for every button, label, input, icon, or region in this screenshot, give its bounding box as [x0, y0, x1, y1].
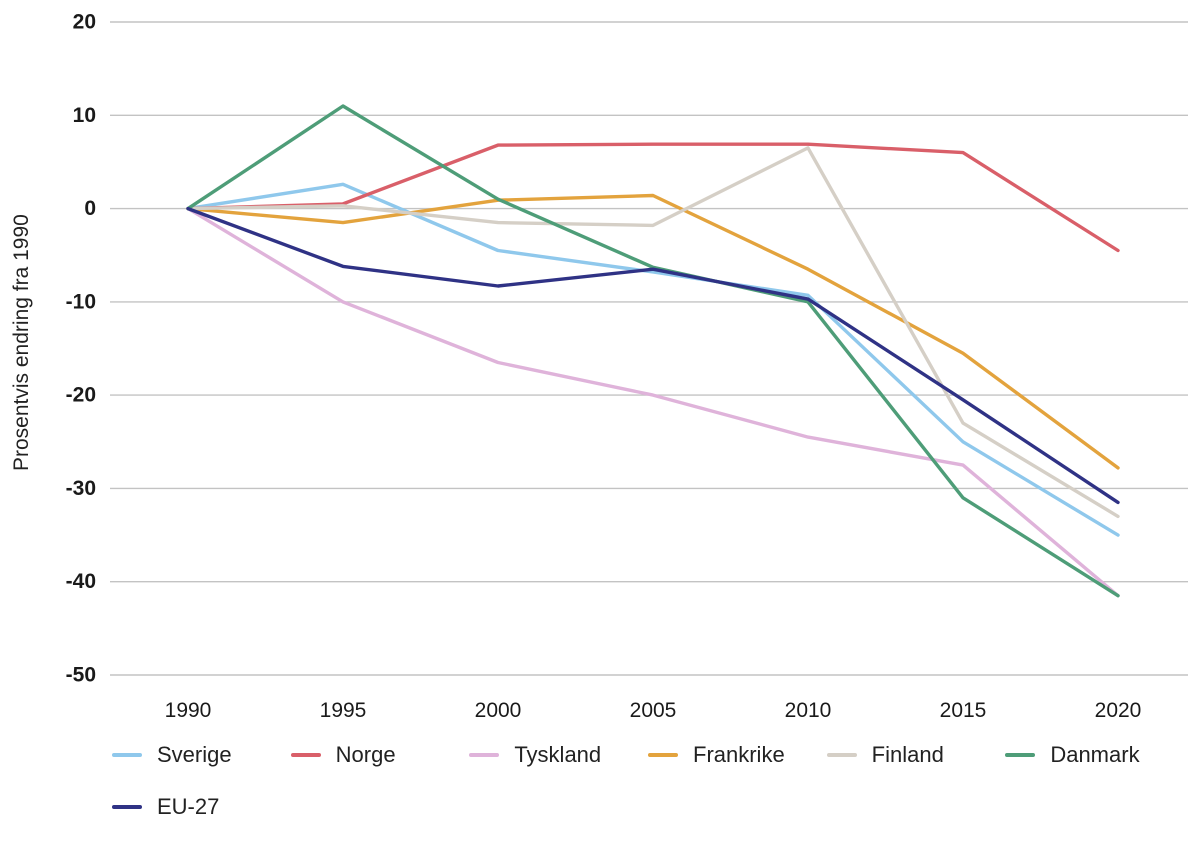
legend-item-frankrike: Frankrike — [648, 742, 827, 768]
legend-label: Danmark — [1050, 742, 1140, 767]
y-tick-label: -30 — [66, 477, 96, 500]
y-tick-label: 0 — [84, 197, 96, 220]
legend-item-sverige: Sverige — [112, 742, 291, 768]
y-tick-label: -40 — [66, 570, 96, 593]
legend-swatch — [112, 753, 142, 757]
line-series-tyskland — [186, 206, 1120, 598]
legend-item-danmark: Danmark — [1005, 742, 1184, 768]
line-series-finland — [186, 146, 1120, 519]
line-series-sverige — [186, 182, 1120, 537]
chart: Prosentvis endring fra 1990 20 10 0 -10 -20-… — [10, 11, 1188, 722]
line-series-norge — [186, 142, 1120, 253]
x-tick-label: 1990 — [165, 699, 212, 722]
x-tick-label: 2020 — [1095, 699, 1142, 722]
legend-swatch — [826, 753, 857, 757]
legend-label: Sverige — [157, 742, 232, 767]
x-tick-label: 2010 — [785, 699, 832, 722]
line-series-danmark — [186, 104, 1120, 598]
legend-swatch — [1005, 753, 1036, 757]
legend-label: Norge — [335, 742, 396, 767]
x-tick-label: 2000 — [475, 699, 522, 722]
y-axis-title: Prosentvis endring fra 1990 — [10, 214, 33, 472]
legend-label: EU-27 — [157, 794, 220, 819]
legend: Sverige Norge Tyskland Frankrike Finland Danm… — [112, 742, 1184, 820]
line-series-eu-27 — [186, 206, 1120, 505]
legend-item-norge: Norge — [290, 742, 470, 768]
y-tick-label: -10 — [66, 290, 96, 313]
x-tick-label: 2005 — [630, 699, 677, 722]
legend-swatch — [648, 753, 678, 757]
x-tick-label: 1995 — [320, 699, 367, 722]
legend-swatch — [112, 805, 142, 809]
line-series-frankrike — [186, 193, 1120, 470]
legend-item-eu-27: EU-27 — [112, 794, 291, 820]
legend-label: Finland — [871, 742, 944, 767]
legend-label: Tyskland — [514, 742, 602, 767]
y-tick-label: -50 — [66, 664, 96, 687]
x-tick-label: 2015 — [940, 699, 987, 722]
y-tick-label: -20 — [66, 384, 96, 407]
legend-swatch — [290, 753, 321, 757]
legend-swatch — [469, 753, 500, 757]
legend-item-finland: Finland — [826, 742, 1006, 768]
legend-item-tyskland: Tyskland — [469, 742, 648, 768]
y-tick-label: 10 — [73, 104, 96, 127]
y-tick-label: 20 — [73, 11, 96, 34]
legend-label: Frankrike — [693, 742, 785, 767]
